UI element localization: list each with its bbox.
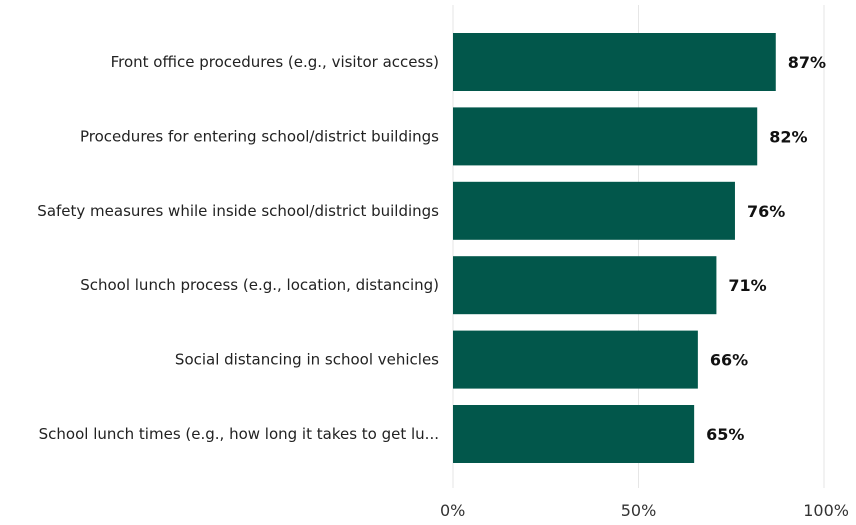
value-labels: 87% 82% 76% 71% 66% 65% <box>706 53 826 444</box>
data-label: 66% <box>710 351 748 370</box>
data-label: 82% <box>769 127 807 146</box>
x-tick-label: 50% <box>621 501 657 520</box>
data-label: 87% <box>788 53 826 72</box>
category-labels: Front office procedures (e.g., visitor a… <box>37 53 439 443</box>
category-label: Procedures for entering school/district … <box>80 127 439 145</box>
data-label: 71% <box>728 276 766 295</box>
data-label: 65% <box>706 425 744 444</box>
bar <box>453 33 776 91</box>
bars <box>453 33 776 463</box>
x-tick-label: 0% <box>440 501 465 520</box>
category-label: Social distancing in school vehicles <box>175 351 439 369</box>
x-tick-label: 100% <box>803 501 849 520</box>
bar <box>453 405 695 463</box>
category-label: Safety measures while inside school/dist… <box>37 202 439 220</box>
category-label: Front office procedures (e.g., visitor a… <box>111 53 439 71</box>
category-label: School lunch process (e.g., location, di… <box>80 276 439 294</box>
x-axis-tick-labels: 0% 50% 100% <box>440 501 849 520</box>
bar <box>453 181 735 240</box>
data-label: 76% <box>747 202 785 221</box>
bar <box>453 256 717 315</box>
bar <box>453 107 758 166</box>
category-label: School lunch times (e.g., how long it ta… <box>39 425 439 443</box>
bar <box>453 330 698 389</box>
